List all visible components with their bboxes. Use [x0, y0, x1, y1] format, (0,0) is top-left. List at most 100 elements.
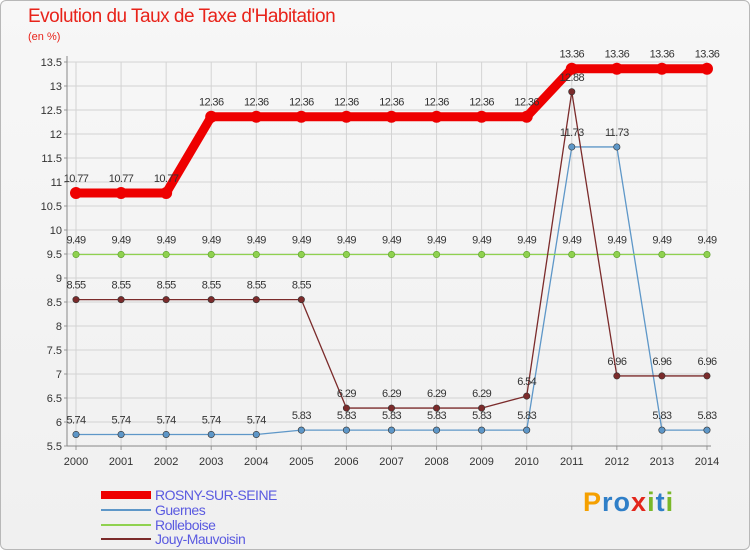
data-point — [72, 296, 80, 304]
data-label: 9.49 — [157, 234, 176, 246]
data-label: 6.29 — [472, 388, 491, 400]
data-label: 8.55 — [247, 280, 266, 292]
data-label: 9.49 — [292, 234, 311, 246]
y-tick-label: 6.5 — [47, 393, 62, 405]
data-label: 8.55 — [66, 280, 85, 292]
data-label: 5.74 — [66, 414, 85, 426]
data-label: 13.36 — [650, 49, 675, 61]
data-point — [658, 426, 666, 434]
data-point — [433, 404, 441, 412]
data-point — [117, 250, 125, 258]
x-tick-label: 2004 — [244, 456, 268, 468]
y-tick-label: 13.5 — [41, 57, 62, 69]
y-tick-label: 11 — [51, 177, 62, 189]
data-point — [297, 296, 305, 304]
data-point — [658, 372, 666, 380]
logo-letter: t — [655, 487, 666, 517]
data-label: 10.77 — [64, 173, 89, 185]
data-point — [205, 110, 218, 123]
data-point — [613, 372, 621, 380]
data-label: 9.49 — [202, 234, 221, 246]
chart-title: Evolution du Taux de Taxe d'Habitation — [28, 6, 336, 27]
data-label: 9.49 — [427, 234, 446, 246]
y-tick-label: 9.5 — [47, 249, 62, 261]
logo-letter: x — [631, 487, 648, 517]
legend-item-guernes[interactable]: Guernes — [101, 503, 206, 517]
data-label: 6.96 — [607, 356, 626, 368]
x-tick-label: 2001 — [109, 456, 133, 468]
data-label: 12.36 — [199, 97, 224, 109]
x-tick-label: 2011 — [560, 456, 584, 468]
legend-label: ROSNY-SUR-SEINE — [155, 487, 277, 503]
data-label: 6.96 — [652, 356, 671, 368]
data-point — [703, 426, 711, 434]
data-label: 10.77 — [109, 173, 134, 185]
y-tick-label: 12 — [50, 129, 62, 141]
data-point — [72, 430, 80, 438]
data-label: 9.49 — [247, 234, 266, 246]
data-label: 12.36 — [244, 97, 269, 109]
data-point — [297, 426, 305, 434]
data-point — [565, 62, 578, 75]
y-tick-label: 6 — [56, 417, 62, 429]
data-point — [162, 296, 170, 304]
data-label: 9.49 — [112, 234, 131, 246]
data-label: 12.88 — [560, 72, 585, 84]
legend-swatch — [101, 524, 151, 526]
y-tick-label: 9 — [56, 273, 62, 285]
data-label: 12.36 — [289, 97, 314, 109]
data-label: 5.83 — [472, 410, 491, 422]
data-label: 5.83 — [337, 410, 356, 422]
data-point — [433, 250, 441, 258]
data-point — [162, 250, 170, 258]
data-label: 9.49 — [607, 234, 626, 246]
data-point — [252, 430, 260, 438]
data-label: 9.49 — [562, 234, 581, 246]
data-label: 8.55 — [202, 280, 221, 292]
data-label: 5.83 — [292, 410, 311, 422]
proxiti-logo: Proxiti — [583, 487, 674, 518]
data-point — [160, 187, 173, 200]
data-point — [613, 250, 621, 258]
data-point — [70, 187, 82, 200]
data-point — [115, 187, 128, 200]
data-label: 5.83 — [517, 410, 536, 422]
data-point — [520, 110, 533, 123]
data-point — [387, 404, 395, 412]
x-tick-label: 2002 — [154, 456, 178, 468]
data-point — [207, 430, 215, 438]
data-label: 9.49 — [337, 234, 356, 246]
y-tick-label: 7.5 — [47, 345, 62, 357]
data-point — [117, 430, 125, 438]
data-label: 13.36 — [605, 49, 630, 61]
data-label: 8.55 — [112, 280, 131, 292]
data-label: 12.36 — [424, 97, 449, 109]
data-point — [342, 426, 350, 434]
data-point — [655, 62, 668, 75]
logo-letter: i — [665, 487, 675, 517]
data-label: 6.29 — [427, 388, 446, 400]
data-label: 5.83 — [652, 410, 671, 422]
data-label: 11.73 — [560, 127, 584, 139]
x-tick-label: 2009 — [469, 456, 493, 468]
legend-swatch — [101, 491, 151, 499]
data-point — [342, 250, 350, 258]
data-label: 9.49 — [66, 234, 85, 246]
series-layer — [70, 62, 713, 438]
data-point — [387, 250, 395, 258]
legend-item-jouy-mauvoisin[interactable]: Jouy-Mauvoisin — [101, 531, 246, 547]
data-point — [207, 296, 215, 304]
data-point — [387, 426, 395, 434]
data-point — [478, 404, 486, 412]
legend-item-rosny[interactable]: ROSNY-SUR-SEINE — [101, 488, 277, 502]
data-point — [700, 62, 713, 75]
data-labels: 5.74 5.74 5.74 5.74 5.74 5.83 5.83 5.83 5.83 5.83… — [64, 49, 721, 427]
data-point — [568, 250, 576, 258]
data-point — [252, 250, 260, 258]
legend-swatch — [101, 509, 151, 511]
legend-label: Jouy-Mauvoisin — [155, 531, 246, 547]
y-tick-label: 11.5 — [41, 153, 62, 165]
logo-letter: P — [583, 487, 603, 517]
legend-item-rolleboise[interactable]: Rolleboise — [101, 518, 216, 532]
